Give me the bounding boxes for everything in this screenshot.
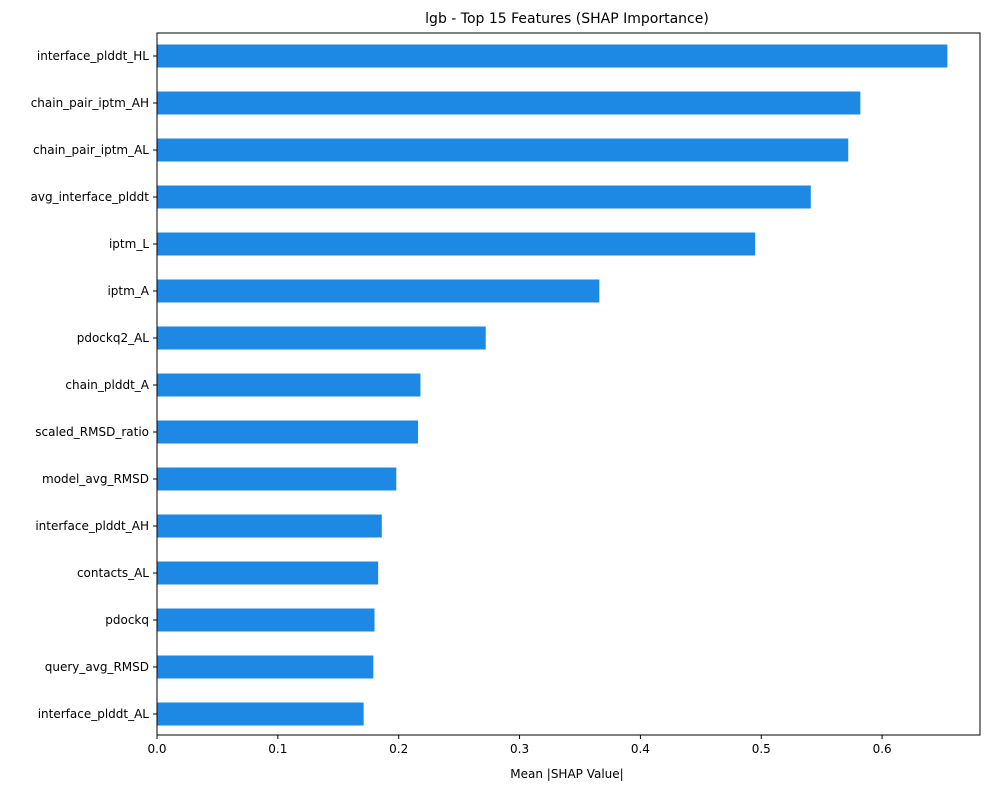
- plot-frame: [156, 32, 981, 736]
- chart-title: lgb - Top 15 Features (SHAP Importance): [425, 11, 709, 27]
- y-tick-label: pdockq2_AL: [77, 331, 150, 345]
- y-tick-label: chain_plddt_A: [65, 378, 149, 392]
- x-axis-label: Mean |SHAP Value|: [510, 767, 623, 781]
- bar-scaled_RMSD_ratio: [157, 420, 419, 444]
- x-tick-label: 0.6: [873, 742, 892, 756]
- y-tick-label: chain_pair_iptm_AL: [33, 143, 149, 157]
- bar-query_avg_RMSD: [157, 655, 374, 679]
- x-tick-label: 0.0: [147, 742, 166, 756]
- bar-pdockq: [157, 608, 375, 632]
- x-tick-label: 0.4: [631, 742, 650, 756]
- y-tick-label: iptm_L: [109, 237, 149, 251]
- bar-chain_pair_iptm_AH: [157, 91, 861, 115]
- y-tick-label: pdockq: [105, 613, 149, 627]
- bar-avg_interface_plddt: [157, 185, 811, 209]
- y-tick-label: interface_plddt_HL: [37, 49, 149, 63]
- bars-group: [157, 44, 948, 726]
- y-tick-label: chain_pair_iptm_AH: [31, 96, 149, 110]
- y-tick-label: contacts_AL: [77, 566, 149, 580]
- y-tick-label: avg_interface_plddt: [31, 190, 150, 204]
- bar-interface_plddt_AL: [157, 702, 364, 726]
- x-tick-label: 0.3: [510, 742, 529, 756]
- x-ticks: 0.0 0.1 0.2 0.3 0.4 0.5 0.6: [147, 735, 892, 756]
- bar-pdockq2_AL: [157, 326, 486, 350]
- bar-interface_plddt_HL: [157, 44, 948, 68]
- bar-iptm_A: [157, 279, 600, 303]
- y-tick-label: model_avg_RMSD: [42, 472, 149, 486]
- y-tick-labels: interface_plddt_HL chain_pair_iptm_AHchai…: [31, 49, 157, 721]
- bar-chain_plddt_A: [157, 373, 421, 397]
- y-tick-label: scaled_RMSD_ratio: [35, 425, 149, 439]
- bar-model_avg_RMSD: [157, 467, 397, 491]
- x-tick-label: 0.1: [268, 742, 287, 756]
- x-tick-label: 0.5: [752, 742, 771, 756]
- y-tick-label: interface_plddt_AH: [35, 519, 149, 533]
- x-tick-label: 0.2: [389, 742, 408, 756]
- y-tick-label: query_avg_RMSD: [45, 660, 149, 674]
- bar-interface_plddt_AH: [157, 514, 382, 538]
- y-tick-label: iptm_A: [107, 284, 149, 298]
- bar-contacts_AL: [157, 561, 379, 585]
- bar-chain_pair_iptm_AL: [157, 138, 849, 162]
- y-tick-label: interface_plddt_AL: [38, 707, 150, 721]
- bar-iptm_L: [157, 232, 756, 256]
